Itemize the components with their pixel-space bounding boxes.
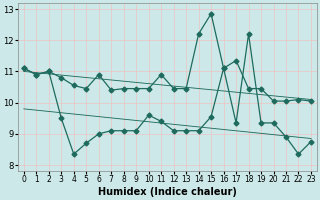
X-axis label: Humidex (Indice chaleur): Humidex (Indice chaleur) (98, 187, 237, 197)
